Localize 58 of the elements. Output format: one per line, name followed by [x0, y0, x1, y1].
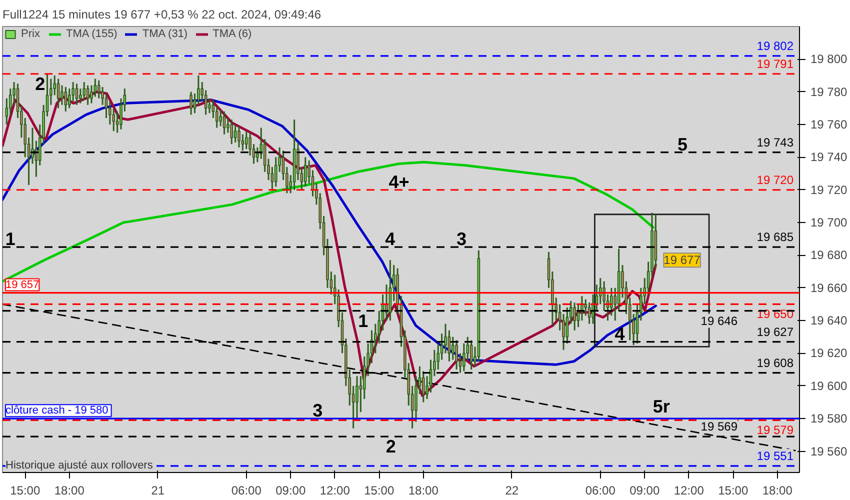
annotation: 3	[456, 229, 466, 250]
x-tick-label: 22	[505, 484, 519, 498]
legend-label: TMA (155)	[66, 28, 118, 40]
annotation: 19 677	[664, 253, 701, 268]
annotation: 4	[385, 229, 396, 250]
y-tick-label: 19 580	[810, 412, 848, 426]
ref-line-label: 19 551	[756, 448, 794, 463]
y-tick-label: 19 700	[810, 216, 848, 230]
y-tick-label: 19 640	[810, 314, 848, 328]
y-tick-label: 19 560	[810, 444, 848, 458]
y-tick-label: 19 620	[810, 346, 848, 360]
annotation: 5	[677, 134, 688, 154]
ref-line-label: clôture cash - 19 580	[6, 404, 108, 417]
x-tick-label: 18:00	[54, 484, 85, 498]
ref-line-label: 19 791	[756, 56, 794, 71]
y-tick-label: 19 680	[810, 248, 848, 262]
ref-line-label: 19 579	[756, 423, 794, 438]
x-tick-label: 06:00	[585, 484, 616, 498]
x-tick-label: 12:00	[674, 484, 704, 498]
ref-line-label: 19 657	[6, 278, 40, 291]
annotation: 1	[5, 229, 16, 250]
x-tick-label: 12:00	[320, 484, 350, 498]
x-tick-label: 15:00	[364, 484, 394, 498]
ref-line-label: 19 720	[756, 172, 794, 187]
x-tick-label: 21	[151, 484, 165, 498]
annotation: 1	[358, 310, 368, 331]
legend-label: TMA (6)	[212, 28, 252, 40]
x-tick-label: 06:00	[231, 484, 262, 498]
y-tick-label: 19 780	[810, 84, 848, 99]
y-tick-label: 19 760	[810, 118, 848, 132]
annotation: Historique ajusté aux rollovers	[6, 460, 154, 472]
ref-line-label: 19 627	[756, 324, 794, 339]
x-tick-label: 15:00	[718, 484, 748, 498]
y-tick-label: 19 600	[810, 378, 848, 393]
ref-line-label: 19 569	[700, 420, 738, 434]
legend-label: Prix	[21, 28, 41, 40]
annotation: 4+	[388, 172, 410, 192]
x-tick-label: 15:00	[10, 484, 40, 498]
x-tick-label: 09:00	[630, 484, 660, 498]
y-tick-label: 19 740	[810, 150, 848, 164]
annotation: 2	[35, 74, 46, 94]
ref-line-label: 19 802	[756, 38, 794, 53]
legend-label: TMA (31)	[142, 28, 188, 40]
ref-line-label: 19 608	[756, 356, 794, 370]
y-tick-label: 19 720	[810, 182, 848, 197]
x-tick-label: 18:00	[762, 484, 793, 498]
ref-line-label: 19 685	[756, 230, 794, 244]
annotation: 2	[386, 436, 396, 457]
annotation: 5r	[652, 396, 670, 417]
ref-line-label: 19 743	[756, 135, 794, 150]
x-tick-label: 18:00	[408, 484, 439, 498]
annotation: 3	[312, 400, 323, 421]
y-tick-label: 19 800	[810, 52, 848, 66]
y-tick-label: 19 660	[810, 280, 848, 295]
chart-title: Full1224 15 minutes 19 677 +0,53 % 22 oct. 2024, 09:49:46	[2, 8, 322, 22]
annotation: 4	[614, 324, 625, 344]
ref-line-label: 19 646	[700, 314, 738, 328]
x-tick-label: 09:00	[276, 484, 306, 498]
